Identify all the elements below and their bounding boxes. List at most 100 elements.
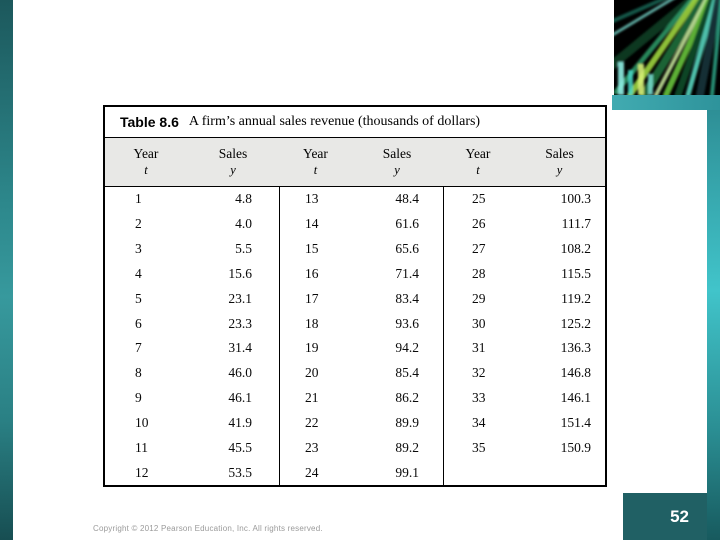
- year-column-header: Year t: [279, 138, 352, 186]
- table-row: 21 86.2: [280, 386, 443, 411]
- table-row: 15 65.6: [280, 237, 443, 262]
- table-row: 7 31.4: [105, 336, 279, 361]
- sales-cell: 100.3: [560, 191, 591, 207]
- year-cell: 16: [305, 265, 319, 281]
- year-cell: 9: [135, 390, 142, 406]
- year-cell: 26: [472, 216, 486, 232]
- year-header-title: Year: [303, 145, 328, 161]
- year-cell: 3: [135, 241, 142, 257]
- year-cell: 33: [472, 390, 486, 406]
- table-row: 31 136.3: [444, 336, 605, 361]
- sales-cell: 83.4: [395, 290, 419, 306]
- table-row: 27 108.2: [444, 237, 605, 262]
- header-pair: Year t Sales y: [442, 138, 605, 186]
- sales-cell: 125.2: [560, 315, 591, 331]
- sales-cell: 108.2: [560, 241, 591, 257]
- table-row: 18 93.6: [280, 311, 443, 336]
- sales-cell: 99.1: [395, 464, 419, 480]
- year-cell: 18: [305, 315, 319, 331]
- year-cell: 35: [472, 439, 486, 455]
- left-accent-strip: [0, 0, 13, 540]
- year-cell: 20: [305, 365, 319, 381]
- year-cell: 34: [472, 414, 486, 430]
- sales-cell: 86.2: [395, 390, 419, 406]
- sales-cell: 89.9: [395, 414, 419, 430]
- table-row: 19 94.2: [280, 336, 443, 361]
- sales-header-title: Sales: [382, 145, 412, 161]
- table-row: 24 99.1: [280, 460, 443, 485]
- sales-cell: 4.0: [235, 216, 252, 232]
- sales-cell: 94.2: [395, 340, 419, 356]
- table-row: 12 53.5: [105, 460, 279, 485]
- top-accent-bar: [612, 95, 720, 110]
- table-row: 10 41.9: [105, 410, 279, 435]
- table-column-pair: 13 48.4 14 61.6 15 65.6 16 71.4 17 83.4 18 93.6 19 94…: [279, 187, 443, 485]
- sales-cell: 119.2: [561, 290, 591, 306]
- sales-header-title: Sales: [218, 145, 248, 161]
- table-body: 1 4.8 2 4.0 3 5.5 4 15.6 5 23.1 6 23.3 7 31.4 8 46.0 9 46…: [105, 187, 605, 485]
- sales-cell: 136.3: [560, 340, 591, 356]
- table-column-pair: 25 100.3 26 111.7 27 108.2 28 115.5 29 119.2 30 125…: [443, 187, 605, 485]
- table-row: 5 23.1: [105, 286, 279, 311]
- table-row: 30 125.2: [444, 311, 605, 336]
- table-column-pair: 1 4.8 2 4.0 3 5.5 4 15.6 5 23.1 6 23.3 7 31.4 8 46.0 9 46…: [105, 187, 279, 485]
- table-row: 20 85.4: [280, 361, 443, 386]
- table-row: 13 48.4: [280, 187, 443, 212]
- year-cell: 11: [135, 439, 148, 455]
- year-column-header: Year t: [442, 138, 514, 186]
- year-cell: 32: [472, 365, 486, 381]
- year-cell: 8: [135, 365, 142, 381]
- sales-cell: 115.5: [561, 265, 591, 281]
- sales-header-symbol: y: [394, 162, 400, 177]
- table-title: Table 8.6 A firm’s annual sales revenue …: [105, 107, 605, 138]
- year-cell: 7: [135, 340, 142, 356]
- year-cell: 25: [472, 191, 486, 207]
- sales-cell: 93.6: [395, 315, 419, 331]
- year-cell: 31: [472, 340, 486, 356]
- year-header-symbol: t: [313, 162, 318, 177]
- table-row: 29 119.2: [444, 286, 605, 311]
- year-cell: 1: [135, 191, 142, 207]
- table-row: 2 4.0: [105, 212, 279, 237]
- sales-cell: 15.6: [228, 265, 252, 281]
- sales-cell: 89.2: [395, 439, 419, 455]
- sales-cell: 23.3: [228, 315, 252, 331]
- sales-cell: 31.4: [228, 340, 252, 356]
- sales-cell: 85.4: [395, 365, 419, 381]
- table-row: 33 146.1: [444, 386, 605, 411]
- year-cell: 19: [305, 340, 319, 356]
- year-cell: 4: [135, 265, 142, 281]
- year-cell: 17: [305, 290, 319, 306]
- year-cell: 28: [472, 265, 486, 281]
- sales-cell: 41.9: [228, 414, 252, 430]
- table-caption: A firm’s annual sales revenue (thousands…: [188, 114, 481, 129]
- table-row: 17 83.4: [280, 286, 443, 311]
- sales-header-symbol: y: [230, 162, 236, 177]
- table-row: 25 100.3: [444, 187, 605, 212]
- sales-cell: 151.4: [560, 414, 591, 430]
- sales-column-header: Sales y: [352, 138, 442, 186]
- year-cell: 2: [135, 216, 142, 232]
- copyright-notice: Copyright © 2012 Pearson Education, Inc.…: [93, 524, 323, 533]
- sales-header-symbol: y: [556, 162, 563, 177]
- year-header-symbol: t: [144, 162, 148, 177]
- year-cell: 13: [305, 191, 319, 207]
- table-row: 6 23.3: [105, 311, 279, 336]
- year-cell: 14: [305, 216, 319, 232]
- year-cell: 30: [472, 315, 486, 331]
- sales-cell: 46.1: [228, 390, 252, 406]
- year-cell: 27: [472, 241, 486, 257]
- sales-cell: 48.4: [395, 191, 419, 207]
- year-header-title: Year: [465, 145, 491, 161]
- sales-cell: 146.8: [560, 365, 591, 381]
- table-row: 34 151.4: [444, 410, 605, 435]
- sales-column-header: Sales y: [514, 138, 605, 186]
- table-row: 26 111.7: [444, 212, 605, 237]
- table-row: 28 115.5: [444, 261, 605, 286]
- sales-header-title: Sales: [545, 145, 574, 161]
- table-row: 11 45.5: [105, 435, 279, 460]
- page-number-box: 52: [623, 493, 707, 540]
- sales-revenue-table: Table 8.6 A firm’s annual sales revenue …: [103, 105, 607, 487]
- year-cell: 5: [135, 290, 142, 306]
